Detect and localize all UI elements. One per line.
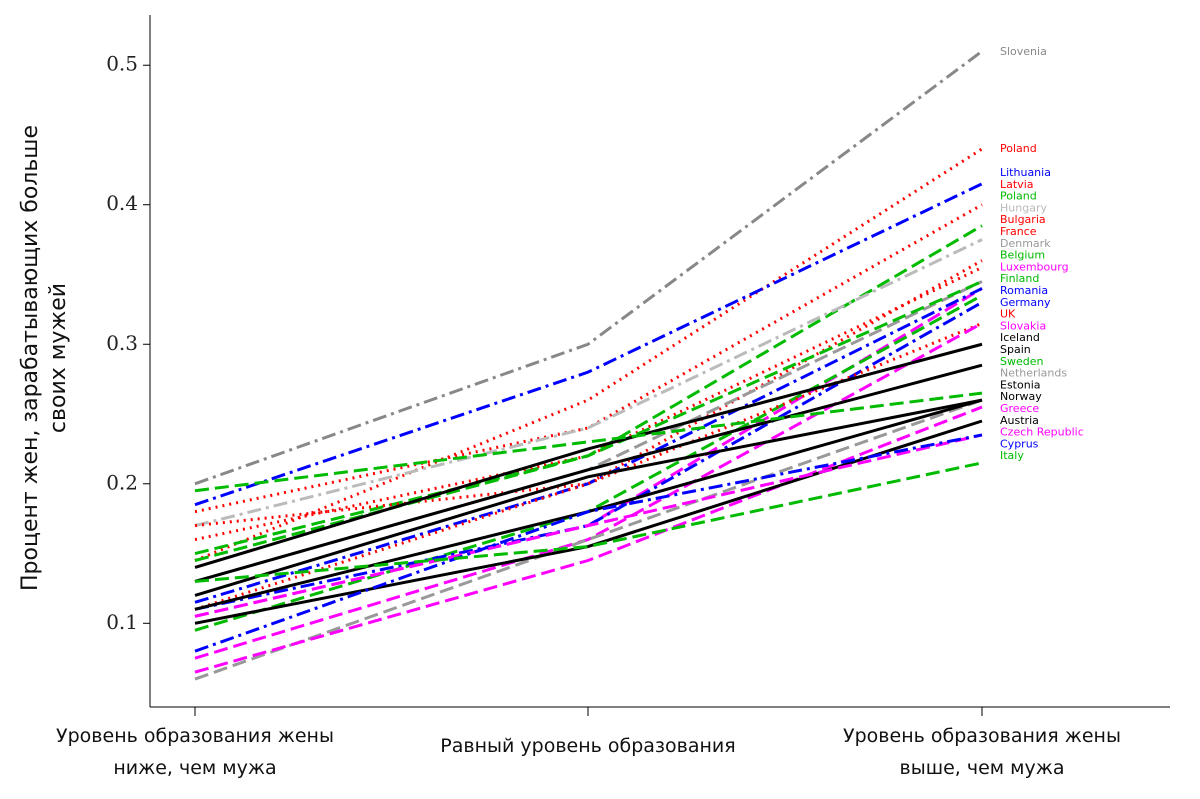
series-label: Poland xyxy=(1000,142,1037,155)
series-label: Denmark xyxy=(1000,237,1051,250)
y-tick-label: 0.3 xyxy=(106,331,138,355)
y-tick-label: 0.1 xyxy=(106,610,138,634)
x-tick-label: Равный уровень образования xyxy=(440,735,736,757)
series-line xyxy=(194,342,983,569)
series-line xyxy=(194,405,983,674)
series-label: Romania xyxy=(1000,284,1048,297)
series-line xyxy=(194,147,983,562)
series-label: Cyprus xyxy=(1000,437,1039,450)
series-label: Germany xyxy=(1000,296,1051,309)
series-label: Latvia xyxy=(1000,178,1034,191)
series-label: Austria xyxy=(1000,414,1039,427)
series-label: Luxembourg xyxy=(1000,260,1069,273)
series-label: France xyxy=(1000,225,1037,238)
series-label: Spain xyxy=(1000,343,1031,356)
series-line xyxy=(194,433,983,653)
series-line xyxy=(194,182,983,507)
series-line xyxy=(194,433,983,618)
series-label: Estonia xyxy=(1000,378,1041,391)
series-label: Iceland xyxy=(1000,331,1040,344)
series-label: Netherlands xyxy=(1000,367,1067,380)
series-line xyxy=(194,50,983,486)
series-label: Belgium xyxy=(1000,249,1045,262)
series-line xyxy=(194,461,983,583)
series-line xyxy=(194,391,983,493)
series-line xyxy=(194,322,983,660)
series-label: Slovenia xyxy=(1000,45,1047,58)
series-line xyxy=(194,266,983,542)
series-label: Hungary xyxy=(1000,201,1047,214)
series-line xyxy=(194,363,983,583)
series-line xyxy=(194,280,983,583)
series-line xyxy=(194,321,983,611)
series-label: Poland xyxy=(1000,190,1037,203)
series-label: Norway xyxy=(1000,390,1042,403)
series-label: Italy xyxy=(1000,449,1024,462)
series-label: Greece xyxy=(1000,402,1039,415)
series-label: Czech Republic xyxy=(1000,426,1084,439)
y-tick-label: 0.4 xyxy=(106,191,138,215)
series-label: Lithuania xyxy=(1000,166,1051,179)
y-tick-label: 0.5 xyxy=(106,52,138,76)
y-tick-label: 0.2 xyxy=(106,470,138,494)
series-label: UK xyxy=(1000,308,1016,321)
series-line xyxy=(194,398,983,597)
series-line xyxy=(194,301,983,611)
series-line xyxy=(194,238,983,528)
x-tick-label: Уровень образования жены выше, чем мужа xyxy=(843,725,1121,779)
series-label: Sweden xyxy=(1000,355,1043,368)
y-axis-label: Процент жен, зарабатывающих больше своих… xyxy=(18,125,71,591)
series-label: Slovakia xyxy=(1000,319,1046,332)
series-line xyxy=(194,419,983,625)
series-line xyxy=(194,280,983,562)
series-label: Bulgaria xyxy=(1000,213,1046,226)
series-line xyxy=(194,398,983,611)
series-line xyxy=(194,203,983,514)
series-line xyxy=(194,287,983,604)
x-tick-label: Уровень образования жены ниже, чем мужа xyxy=(56,725,334,779)
series-label: Finland xyxy=(1000,272,1039,285)
